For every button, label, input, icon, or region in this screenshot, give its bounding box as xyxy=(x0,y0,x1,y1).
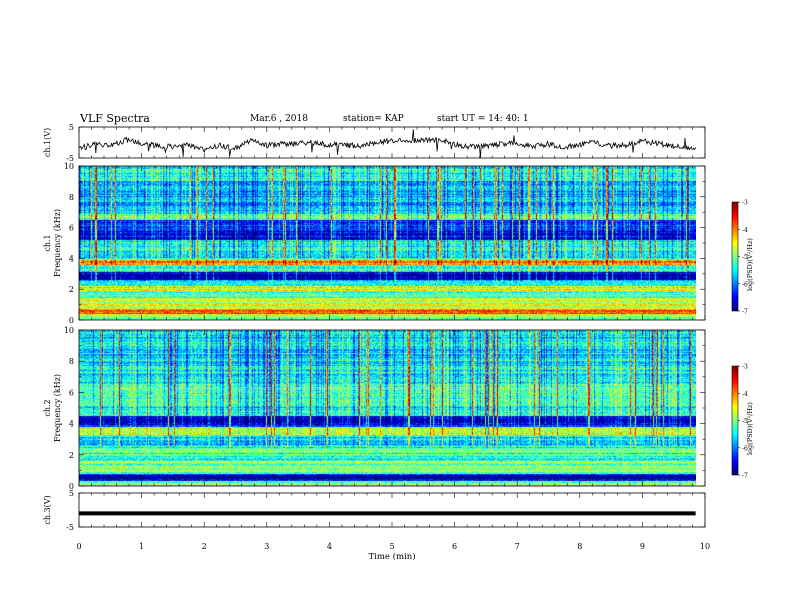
start-time-label: start UT = 14: 40: 1 xyxy=(437,114,529,124)
colorbar xyxy=(732,366,738,475)
y-axis-label: Frequency (kHz) xyxy=(53,374,62,442)
date-label: Mar.6 , 2018 xyxy=(250,114,308,124)
colorbar-tick-label: -7 xyxy=(742,309,748,316)
panel-label: ch.2 xyxy=(43,399,52,416)
colorbar-tick-label: -7 xyxy=(742,473,748,480)
y-tick-label: 4 xyxy=(69,254,74,263)
plot-title: VLF Spectra xyxy=(80,112,150,125)
x-tick-label: 0 xyxy=(76,542,81,551)
y-tick-label: 10 xyxy=(64,162,74,171)
colorbar-label: log(PSD)(V²/Hz) xyxy=(746,402,754,455)
y-axis-label: ch.3(V) xyxy=(43,495,52,524)
station-label: station= KAP xyxy=(343,114,404,124)
colorbar-tick-label: -4 xyxy=(742,227,748,234)
panel-frame xyxy=(78,492,706,528)
x-tick-label: 8 xyxy=(577,542,582,551)
colorbar-tick-label: -5 xyxy=(742,418,748,425)
x-tick-label: 7 xyxy=(515,542,520,551)
x-tick-label: 3 xyxy=(264,542,269,551)
colorbar-tick-label: -6 xyxy=(742,445,748,452)
y-tick-label: 2 xyxy=(69,451,74,460)
y-axis-label: Frequency (kHz) xyxy=(53,209,62,277)
x-tick-label: 2 xyxy=(202,542,207,551)
y-tick-label: 6 xyxy=(69,388,74,397)
colorbar-tick-label: -5 xyxy=(742,254,748,261)
x-tick-label: 5 xyxy=(389,542,394,551)
y-tick-label: 0 xyxy=(69,316,74,325)
y-axis-label: ch.1(V) xyxy=(43,128,52,157)
x-tick-label: 10 xyxy=(700,542,710,551)
y-tick-label: 8 xyxy=(69,357,74,366)
spectrogram-image xyxy=(79,330,696,486)
y-tick-label: -5 xyxy=(66,523,74,532)
colorbar-label: log(PSD)(V²/Hz) xyxy=(746,238,754,291)
x-tick-label: 6 xyxy=(452,542,457,551)
y-tick-label: 5 xyxy=(69,489,74,498)
ch1-waveform-line xyxy=(78,129,696,159)
colorbar xyxy=(732,202,738,311)
y-tick-label: 8 xyxy=(69,193,74,202)
x-tick-label: 4 xyxy=(327,542,332,551)
colorbar-tick-label: -4 xyxy=(742,391,748,398)
y-tick-label: 4 xyxy=(69,420,74,429)
colorbar-tick-label: -6 xyxy=(742,281,748,288)
y-tick-label: 0 xyxy=(69,482,74,491)
colorbar-tick-label: -3 xyxy=(742,200,748,207)
y-tick-label: 6 xyxy=(69,224,74,233)
spectrogram-image xyxy=(79,166,696,320)
y-tick-label: 2 xyxy=(69,285,74,294)
x-axis-label: Time (min) xyxy=(368,551,415,562)
y-tick-label: -5 xyxy=(66,154,74,163)
x-tick-label: 9 xyxy=(640,542,645,551)
y-tick-label: 5 xyxy=(69,123,74,132)
x-tick-label: 1 xyxy=(139,542,144,551)
panel-label: ch.1 xyxy=(43,234,52,251)
colorbar-tick-label: -3 xyxy=(742,364,748,371)
y-tick-label: 10 xyxy=(64,326,74,335)
